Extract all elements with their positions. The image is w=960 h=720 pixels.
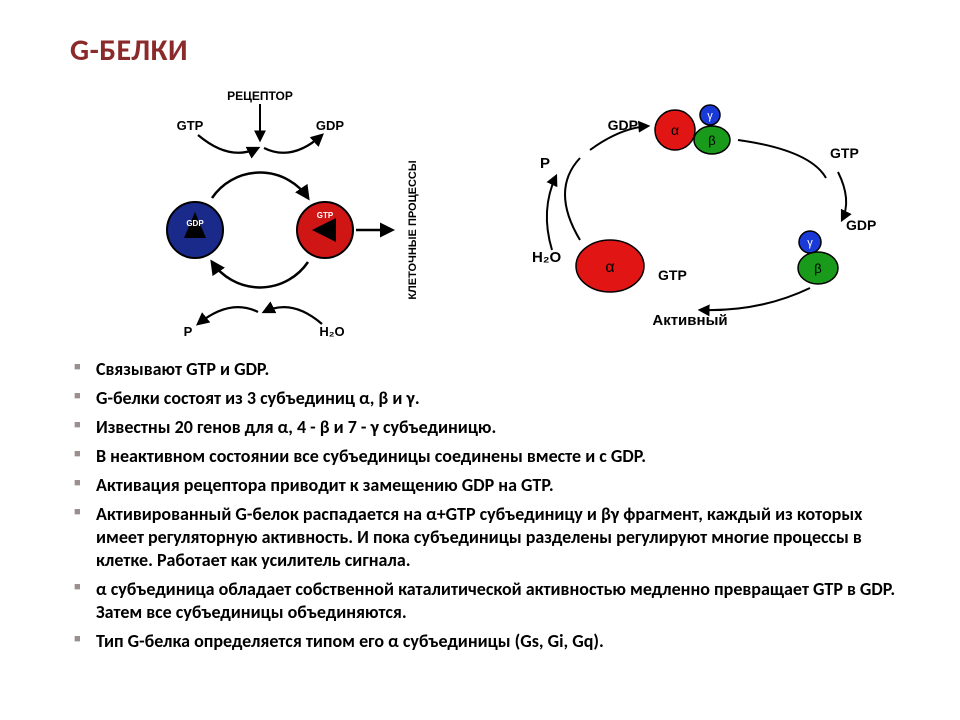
slide: G-БЕЛКИ РЕЦЕПТОР GTP GDP GDP [0, 0, 960, 720]
diagram-row: РЕЦЕПТОР GTP GDP GDP GTP P H₂O [80, 80, 880, 340]
bullet-text: Тип G-белка определяется типом его α суб… [96, 630, 604, 652]
arc-top-right-a [738, 140, 826, 178]
p-left-label: P [540, 155, 550, 172]
receptor-label: РЕЦЕПТОР [227, 89, 293, 103]
list-item: G-белки состоят из 3 субъединиц α, β и γ… [70, 387, 900, 410]
arc-left-a [565, 158, 580, 240]
list-item: Тип G-белка определяется типом его α суб… [70, 630, 900, 653]
top-gamma-label: γ [707, 110, 713, 122]
list-item: Активированный G-белок распадается на α+… [70, 503, 900, 572]
list-item: Активация рецептора приводит к замещению… [70, 474, 900, 497]
bullet-text: Активированный G-белок распадается на α+… [96, 503, 862, 571]
left-cycle-diagram: РЕЦЕПТОР GTP GDP GDP GTP P H₂O [80, 80, 460, 340]
top-beta-label: β [708, 133, 715, 148]
bottom-arc-p-out [198, 307, 258, 324]
bullet-text: В неактивном состоянии все субъединицы с… [96, 445, 646, 467]
gtp-top-label: GTP [177, 118, 204, 133]
bullet-list: Связывают GTP и GDP. G-белки состоят из … [70, 358, 900, 653]
active-label: Активный [652, 312, 727, 329]
list-item: В неактивном состоянии все субъединицы с… [70, 445, 900, 468]
bullet-list-container: Связывают GTP и GDP. G-белки состоят из … [70, 358, 900, 659]
bullet-text: G-белки состоят из 3 субъединиц α, β и γ… [96, 387, 420, 409]
active-gtp-label: GTP [658, 267, 687, 283]
arc-bottom [700, 288, 810, 310]
gdp-top-label: GDP [316, 118, 345, 133]
p-bottom-label: P [184, 324, 193, 339]
bullet-text: Известны 20 генов для α, 4 - β и 7 - γ с… [96, 416, 496, 438]
top-arc-out [264, 135, 322, 153]
top-alpha-label: α [671, 122, 679, 138]
gdp-right-label: GDP [846, 217, 876, 233]
list-item: Известны 20 генов для α, 4 - β и 7 - γ с… [70, 416, 900, 439]
bullet-text: Активация рецептора приводит к замещению… [96, 474, 554, 496]
gdp-node-label: GDP [186, 219, 204, 228]
list-item: α субъединица обладает собственной катал… [70, 578, 900, 624]
arc-top-right-b [838, 172, 846, 220]
gtp-node-label: GTP [317, 211, 334, 220]
bottom-arc-h2o-in [264, 307, 322, 324]
h2o-left-label: H₂O [532, 249, 561, 266]
slide-title: G-БЕЛКИ [70, 32, 188, 69]
top-arc-in [198, 135, 258, 153]
arc-left-b [547, 176, 556, 250]
list-item: Связывают GTP и GDP. [70, 358, 900, 381]
cycle-bottom-arc [212, 262, 308, 287]
bullet-text: Связывают GTP и GDP. [96, 358, 269, 380]
right-gamma-label: γ [807, 237, 813, 249]
gdp-top-right-label: GDP [608, 117, 638, 133]
active-alpha-label: α [605, 259, 614, 276]
gtp-top-right-label: GTP [830, 145, 859, 161]
right-cycle-diagram: GDP γ α β GTP γ β GDP α GTP P H₂O Активн… [490, 80, 910, 340]
h2o-bottom-label: H₂O [319, 324, 344, 339]
cycle-top-arc [212, 173, 308, 198]
bullet-text: α субъединица обладает собственной катал… [96, 578, 895, 623]
right-beta-label: β [814, 261, 821, 276]
cell-processes-label: КЛЕТОЧНЫЕ ПРОЦЕССЫ [407, 160, 419, 300]
